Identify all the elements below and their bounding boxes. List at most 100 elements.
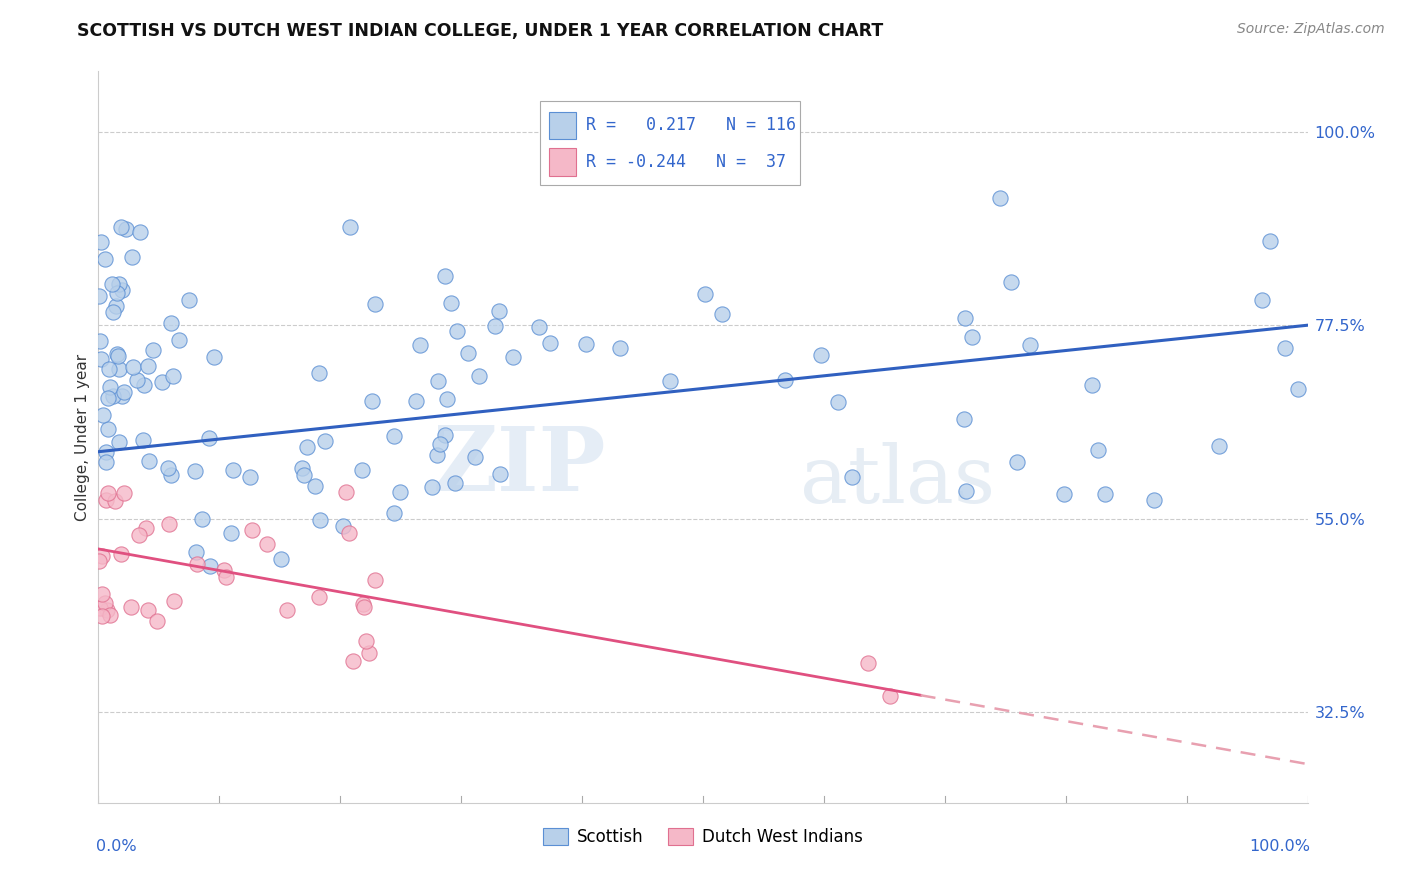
Point — [457, 346, 479, 360]
Point — [157, 516, 180, 531]
Point — [200, 559, 222, 574]
Point — [304, 479, 326, 493]
Point — [156, 461, 179, 475]
Point — [94, 252, 117, 266]
Point — [354, 634, 377, 648]
Point — [128, 528, 150, 542]
Point — [440, 295, 463, 310]
Point — [693, 286, 716, 301]
Point — [1208, 439, 1230, 453]
Point — [91, 609, 114, 624]
Point — [773, 373, 796, 387]
Point — [429, 436, 451, 450]
Point — [1251, 293, 1274, 307]
Point — [574, 337, 596, 351]
Point — [97, 391, 120, 405]
Point — [488, 467, 510, 481]
Point — [127, 373, 149, 387]
Point — [160, 468, 183, 483]
Text: 100.0%: 100.0% — [1249, 839, 1310, 855]
Point — [337, 525, 360, 540]
Point — [468, 369, 491, 384]
Point — [434, 427, 457, 442]
Point — [827, 395, 849, 409]
Point — [256, 537, 278, 551]
Point — [89, 334, 111, 348]
Point — [97, 361, 120, 376]
Point — [436, 392, 458, 407]
Point — [104, 494, 127, 508]
Point — [409, 338, 432, 352]
Point — [609, 341, 631, 355]
Point — [1005, 455, 1028, 469]
Point — [1258, 234, 1281, 248]
Point — [841, 470, 863, 484]
Point — [142, 343, 165, 358]
Text: Source: ZipAtlas.com: Source: ZipAtlas.com — [1237, 22, 1385, 37]
Point — [212, 563, 235, 577]
Point — [308, 590, 330, 604]
Point — [108, 434, 131, 449]
Point — [276, 603, 298, 617]
Point — [107, 349, 129, 363]
Point — [91, 408, 114, 422]
Point — [97, 486, 120, 500]
Point — [309, 513, 332, 527]
Text: SCOTTISH VS DUTCH WEST INDIAN COLLEGE, UNDER 1 YEAR CORRELATION CHART: SCOTTISH VS DUTCH WEST INDIAN COLLEGE, U… — [77, 22, 883, 40]
Point — [89, 601, 111, 615]
Point — [138, 454, 160, 468]
Point — [1274, 341, 1296, 355]
Point — [446, 324, 468, 338]
Point — [202, 351, 225, 365]
Point — [110, 548, 132, 562]
Point — [98, 380, 121, 394]
Point — [222, 462, 245, 476]
Point — [101, 305, 124, 319]
Point — [177, 293, 200, 307]
Point — [1087, 442, 1109, 457]
Point — [527, 320, 550, 334]
Text: 0.0%: 0.0% — [96, 839, 136, 855]
Point — [363, 296, 385, 310]
Point — [955, 484, 977, 499]
Point — [94, 445, 117, 459]
Point — [90, 587, 112, 601]
Point — [332, 519, 354, 533]
Point — [1143, 493, 1166, 508]
Point — [405, 394, 427, 409]
Point — [1080, 377, 1102, 392]
Point — [353, 599, 375, 614]
FancyBboxPatch shape — [540, 101, 800, 185]
Point — [879, 690, 901, 704]
Point — [90, 235, 112, 249]
Text: atlas: atlas — [800, 442, 995, 520]
Point — [104, 299, 127, 313]
Point — [121, 250, 143, 264]
Point — [111, 389, 134, 403]
Point — [96, 455, 118, 469]
FancyBboxPatch shape — [550, 112, 576, 139]
FancyBboxPatch shape — [550, 148, 576, 176]
Point — [135, 521, 157, 535]
Point — [97, 422, 120, 436]
Point — [952, 412, 974, 426]
Point — [131, 434, 153, 448]
Point — [101, 389, 124, 403]
Point — [308, 366, 330, 380]
Point — [810, 348, 832, 362]
Point — [96, 603, 118, 617]
Point — [955, 310, 977, 325]
Point — [198, 430, 221, 444]
Point — [1019, 338, 1042, 352]
Point — [107, 347, 129, 361]
Point — [101, 277, 124, 292]
Point — [108, 277, 131, 292]
Point — [488, 303, 510, 318]
Point — [169, 334, 191, 348]
Point — [382, 429, 405, 443]
Point — [856, 656, 879, 670]
Point — [150, 375, 173, 389]
Point — [443, 475, 465, 490]
Point — [352, 597, 374, 611]
Point — [1286, 382, 1309, 396]
